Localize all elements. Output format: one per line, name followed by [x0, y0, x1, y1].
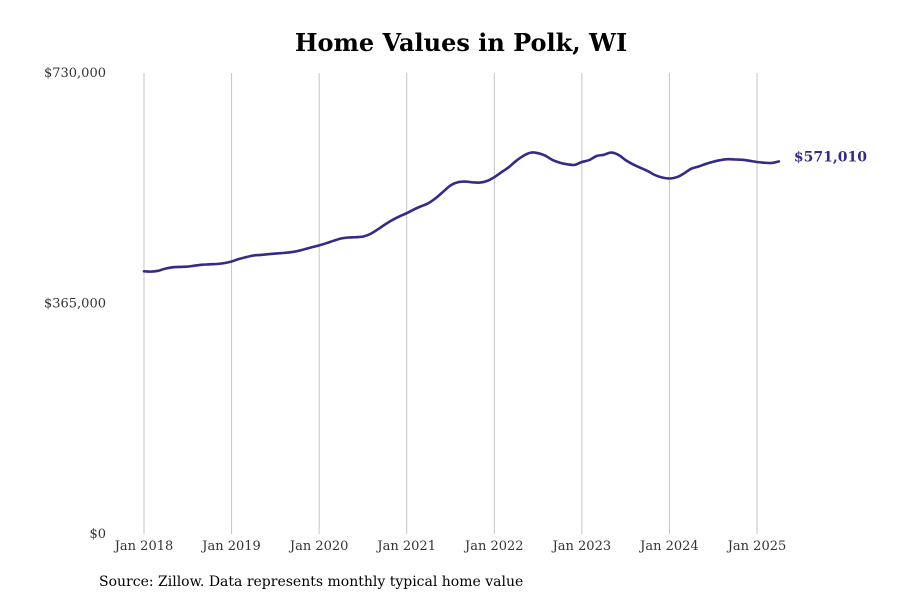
y-tick-label: $0: [89, 527, 106, 542]
x-tick-label: Jan 2023: [551, 539, 612, 554]
x-tick-label: Jan 2019: [200, 539, 261, 554]
x-axis-tick-labels: Jan 2018 Jan 2019 Jan 2020 Jan 2021 Jan 2022…: [113, 539, 787, 554]
x-tick-label: Jan 2020: [288, 539, 349, 554]
x-tick-label: Jan 2025: [726, 539, 787, 554]
source-note: Source: Zillow. Data represents monthly …: [99, 574, 524, 590]
vertical-gridlines: [143, 73, 758, 534]
y-tick-label: $730,000: [44, 66, 106, 81]
x-tick-label: Jan 2018: [113, 539, 174, 554]
home-value-series-line: [142, 151, 781, 273]
x-tick-label: Jan 2022: [463, 539, 524, 554]
y-axis-tick-labels: $730,000 $365,000 $0: [44, 66, 106, 542]
latest-value-label: $571,010: [794, 149, 867, 165]
chart-title: Home Values in Polk, WI: [294, 28, 628, 57]
y-tick-label: $365,000: [44, 297, 106, 312]
x-tick-label: Jan 2021: [375, 539, 436, 554]
x-tick-label: Jan 2024: [638, 539, 699, 554]
